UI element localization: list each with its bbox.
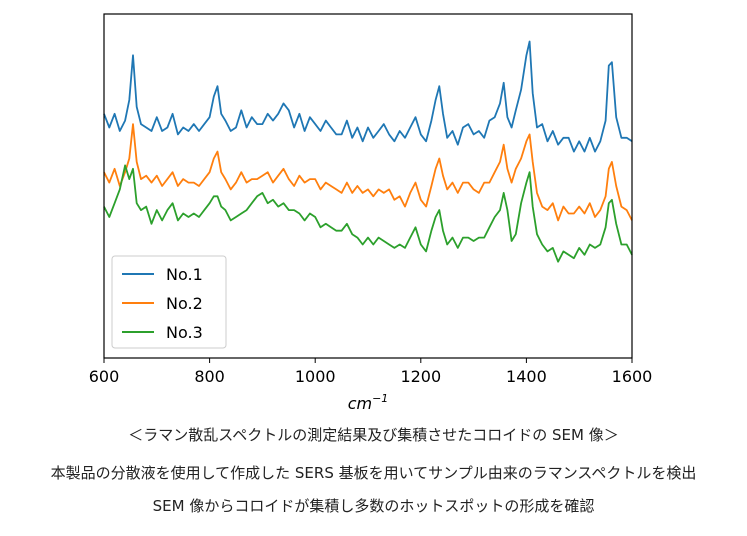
x-tick-label: 800: [194, 367, 225, 386]
series-line-3: [103, 164, 633, 263]
x-axis-label: cm−1: [348, 392, 389, 413]
x-axis-label-exponent: −1: [372, 392, 388, 405]
x-tick-label: 1600: [612, 367, 653, 386]
x-tick-label: 600: [89, 367, 120, 386]
x-axis: 600 800 1000 1200 1400 1600: [89, 358, 653, 386]
raman-spectrum-chart: 600 800 1000 1200 1400 1600 No.1 No.2 No.3 cm−1: [89, 13, 653, 413]
x-tick-label: 1400: [506, 367, 547, 386]
legend-label-1: No.1: [166, 265, 203, 284]
plot-frame: [103, 13, 633, 359]
figure-caption-title: ＜ラマン散乱スペクトルの測定結果及び集積させたコロイドの SEM 像＞: [128, 426, 619, 444]
x-tick-label: 1000: [295, 367, 336, 386]
plot-area: [103, 40, 633, 263]
x-axis-label-base: cm: [348, 394, 372, 413]
figure-caption-line-2: SEM 像からコロイドが集積し多数のホットスポットの形成を確認: [152, 497, 595, 515]
figure-caption-line-1: 本製品の分散液を使用して作成した SERS 基板を用いてサンプル由来のラマンスペ…: [50, 464, 697, 482]
legend-label-2: No.2: [166, 294, 203, 313]
series-line-1: [103, 40, 633, 153]
legend-box: [111, 255, 227, 349]
legend: No.1 No.2 No.3: [111, 255, 227, 349]
x-tick-label: 1200: [400, 367, 441, 386]
legend-label-3: No.3: [166, 323, 203, 342]
series-line-2: [103, 123, 633, 222]
